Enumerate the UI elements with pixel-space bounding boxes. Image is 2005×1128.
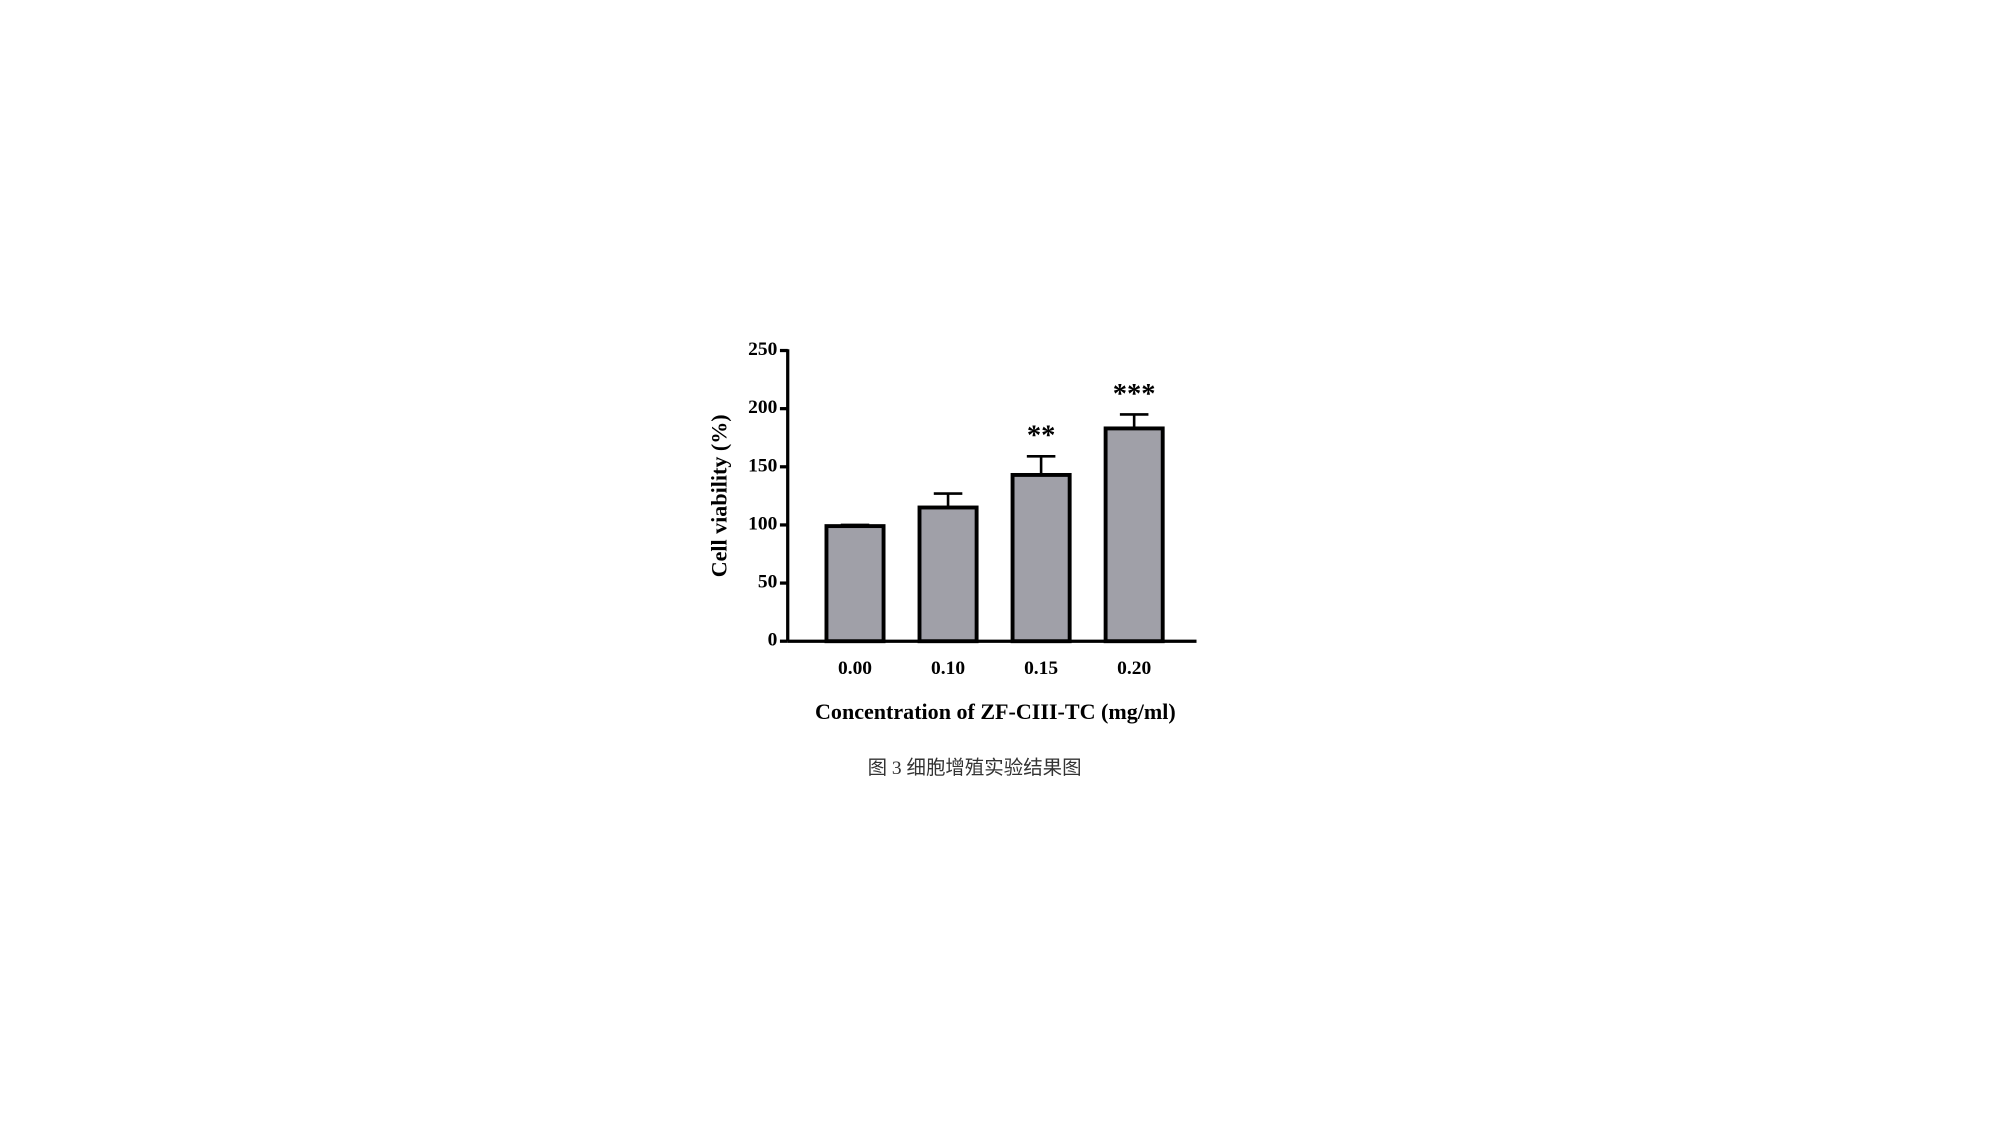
y-tick-label: 50 — [758, 572, 777, 593]
x-tick-label: 0.20 — [1117, 658, 1151, 679]
error-bar — [933, 492, 963, 508]
y-tick-label: 250 — [748, 339, 777, 360]
bar — [1103, 426, 1165, 644]
y-tick-label: 150 — [748, 455, 777, 476]
x-tick-label: 0.10 — [931, 658, 965, 679]
bar — [917, 505, 979, 644]
y-tick-label: 200 — [748, 397, 777, 418]
y-tick-label: 100 — [748, 513, 777, 534]
x-tick-label: 0.00 — [838, 658, 872, 679]
significance-label: *** — [1113, 379, 1156, 410]
error-bar — [1119, 413, 1149, 429]
x-tick-label: 0.15 — [1024, 658, 1058, 679]
error-bar — [1026, 455, 1056, 475]
significance-label: ** — [1027, 421, 1056, 452]
x-axis-title: Concentration of ZF-CIII-TC (mg/ml) — [815, 699, 1176, 724]
y-axis-title: Cell viability (%) — [707, 414, 732, 577]
bar — [1010, 472, 1072, 644]
bar — [824, 524, 886, 644]
caption: 图 3 细胞增殖实验结果图 — [868, 757, 1082, 779]
y-tick-label: 0 — [768, 630, 778, 651]
